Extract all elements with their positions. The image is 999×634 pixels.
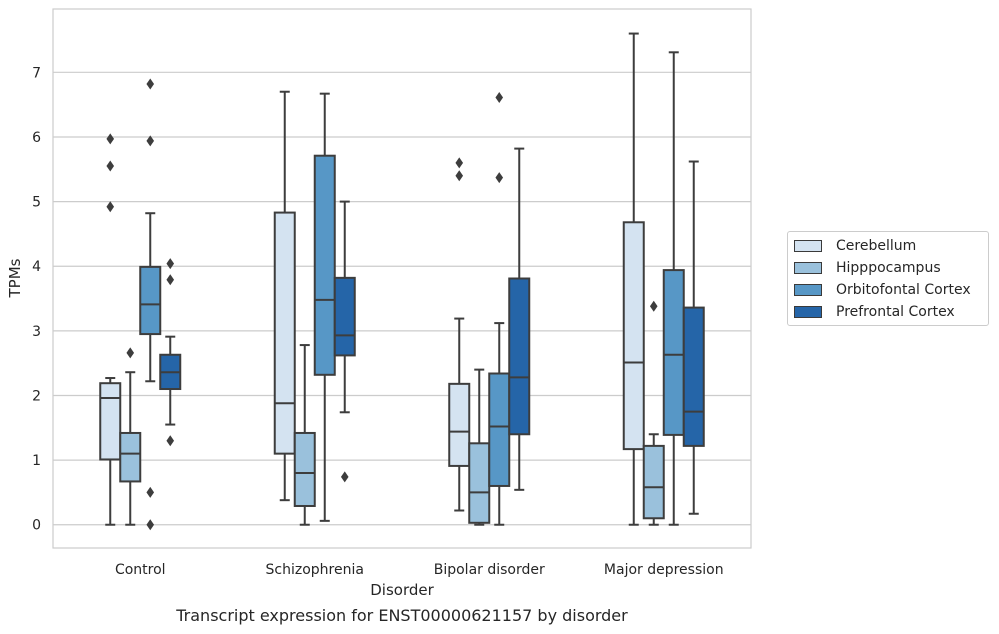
x-axis-label: Disorder <box>370 581 434 599</box>
box-orbitofontal-cortex <box>313 92 336 522</box>
outlier-point <box>455 170 464 182</box>
outlier-point <box>106 160 115 172</box>
box-body <box>119 431 142 483</box>
legend-swatch-cerebellum <box>794 240 822 252</box>
outlier-point <box>166 435 175 447</box>
box-orbitofontal-cortex <box>488 92 511 526</box>
outlier-point <box>455 157 464 169</box>
box-body <box>313 154 336 376</box>
outlier-point <box>146 135 155 147</box>
legend-label-hippocampus: Hipppocampus <box>836 260 941 276</box>
outlier-point <box>106 201 115 213</box>
legend-swatch-prefrontal <box>794 306 822 318</box>
box-hipppocampus <box>468 368 491 526</box>
box-hipppocampus <box>119 347 142 526</box>
box-groups <box>99 32 705 531</box>
x-tick-label: Schizophrenia <box>266 562 364 578</box>
box-body <box>508 277 531 436</box>
outlier-point <box>166 258 175 270</box>
box-hipppocampus <box>642 300 665 526</box>
legend-label-prefrontal: Prefrontal Cortex <box>836 304 955 320</box>
legend-label-orbitofrontal: Orbitofontal Cortex <box>836 282 971 298</box>
outlier-point <box>166 274 175 286</box>
y-axis-label: TPMs <box>6 258 24 298</box>
box-prefrontal-cortex <box>333 200 356 483</box>
legend: Cerebellum Hipppocampus Orbitofontal Cor… <box>787 231 989 326</box>
outlier-point <box>126 347 135 359</box>
box-hipppocampus <box>293 344 316 526</box>
box-body <box>642 444 665 520</box>
box-body <box>622 221 645 451</box>
box-cerebellum <box>622 32 645 526</box>
y-tick-label: 0 <box>32 518 41 534</box>
y-tick-label: 7 <box>32 65 41 81</box>
box-body <box>468 442 491 524</box>
box-body <box>273 211 296 455</box>
box-body <box>682 306 705 447</box>
box-cerebellum <box>448 157 471 512</box>
box-prefrontal-cortex <box>682 160 705 515</box>
box-orbitofontal-cortex <box>662 51 685 526</box>
legend-label-cerebellum: Cerebellum <box>836 238 917 254</box>
outlier-point <box>146 519 155 531</box>
x-axis-ticks: Control Schizophrenia Bipolar disorder Majo… <box>115 562 724 578</box>
box-orbitofontal-cortex <box>139 78 162 531</box>
figure-caption: Transcript expression for ENST0000062115… <box>176 606 628 625</box>
box-prefrontal-cortex <box>159 258 182 447</box>
box-body <box>139 265 162 336</box>
box-body <box>333 276 356 357</box>
x-tick-label: Control <box>115 562 166 578</box>
outlier-point <box>146 78 155 90</box>
y-tick-label: 4 <box>32 259 41 275</box>
y-tick-label: 5 <box>32 195 41 211</box>
box-body <box>293 431 316 507</box>
box-body <box>662 269 685 436</box>
y-tick-label: 2 <box>32 388 41 404</box>
y-tick-label: 6 <box>32 130 41 146</box>
y-tick-label: 1 <box>32 453 41 469</box>
y-tick-label: 3 <box>32 324 41 340</box>
legend-item-cerebellum: Cerebellum <box>794 237 916 255</box>
outlier-point <box>495 92 504 104</box>
legend-item-prefrontal: Prefrontal Cortex <box>794 303 955 321</box>
box-cerebellum <box>273 90 296 502</box>
box-prefrontal-cortex <box>508 147 531 491</box>
outlier-point <box>106 133 115 145</box>
plot-area-frame <box>52 8 752 549</box>
outlier-point <box>649 300 658 312</box>
outlier-point <box>146 486 155 498</box>
legend-item-orbitofrontal: Orbitofontal Cortex <box>794 281 971 299</box>
legend-swatch-orbitofrontal <box>794 284 822 296</box>
y-axis-ticks: 0 1 2 3 4 5 6 7 <box>32 65 41 533</box>
box-body <box>488 372 511 487</box>
outlier-point <box>340 471 349 483</box>
box-body <box>99 382 122 461</box>
box-cerebellum <box>99 133 122 526</box>
x-tick-label: Bipolar disorder <box>434 562 545 578</box>
legend-swatch-hippocampus <box>794 262 822 274</box>
outlier-point <box>495 172 504 184</box>
box-body <box>448 382 471 467</box>
x-tick-label: Major depression <box>604 562 724 578</box>
legend-item-hippocampus: Hipppocampus <box>794 259 941 277</box>
